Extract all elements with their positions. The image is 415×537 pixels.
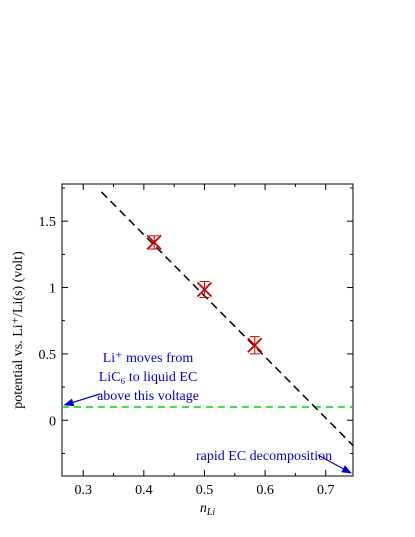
- x-tick-label: 0.5: [196, 483, 214, 498]
- x-tick-label: 0.7: [317, 483, 335, 498]
- annotation-text: LiC₆ to liquid EC: [99, 370, 198, 385]
- x-axis-label-main: n: [200, 501, 207, 516]
- x-axis-label: nLi: [200, 501, 216, 518]
- fit-line: [100, 191, 354, 447]
- point-marker: [247, 337, 263, 353]
- point-marker: [196, 281, 213, 298]
- annotation-text: Li⁺ moves from: [103, 351, 194, 366]
- y-axis-label: potential vs. Li⁺/Li(s) (volt): [11, 251, 26, 409]
- y-tick-label: 0.5: [39, 348, 57, 363]
- annotation-text: above this voltage: [97, 389, 199, 404]
- x-axis-label-sub: Li: [206, 507, 216, 518]
- reference-lines: [62, 191, 354, 447]
- data-point: [146, 234, 162, 251]
- annotation-arrow: [317, 454, 352, 474]
- axes: 0.3 0.4 0.5 0.6 0.7 0 0.5 1 1.5 nLi potential vs. …: [11, 183, 354, 518]
- data-point: [247, 336, 263, 355]
- annotations: Li⁺ moves from LiC₆ to liquid EC above thi…: [63, 351, 352, 474]
- y-tick-label: 0: [49, 414, 56, 429]
- x-tick-label: 0.6: [256, 483, 274, 498]
- annotation-text: rapid EC decomposition: [196, 449, 332, 464]
- plot-frame: [61, 183, 354, 477]
- y-tick-label: 1: [49, 282, 56, 297]
- x-tick-label: 0.4: [135, 483, 153, 498]
- point-marker: [146, 234, 162, 251]
- data-points: [146, 234, 263, 355]
- y-tick-label: 1.5: [39, 215, 57, 230]
- x-tick-label: 0.3: [74, 483, 92, 498]
- data-point: [196, 281, 213, 298]
- annotation-arrow: [63, 393, 101, 407]
